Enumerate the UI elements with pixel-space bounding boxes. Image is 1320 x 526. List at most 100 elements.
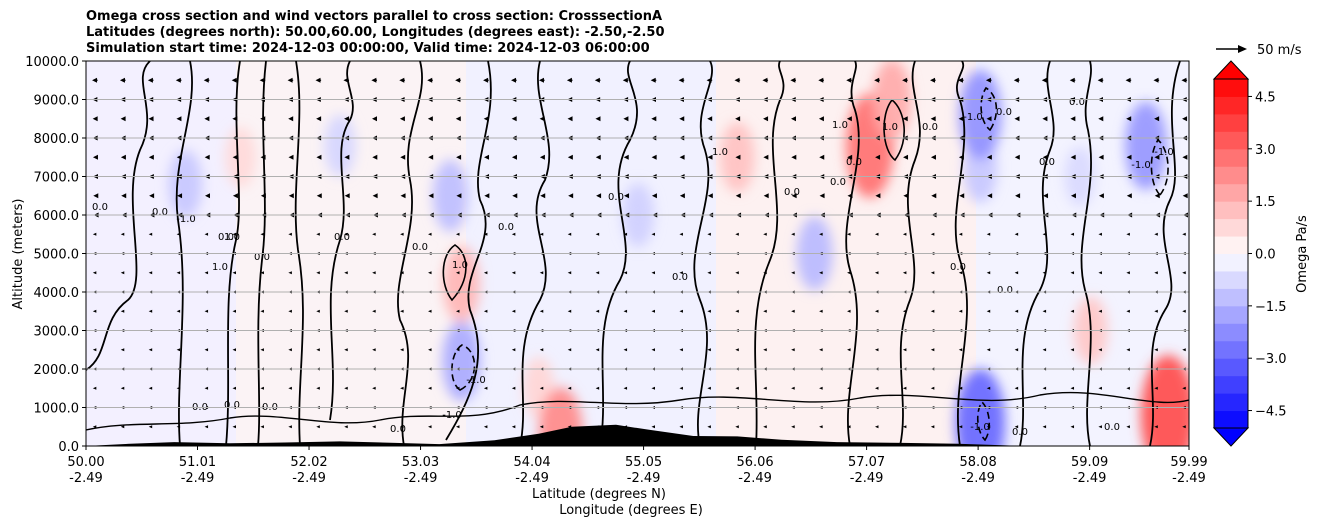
wind-vector [372,348,376,352]
wind-vector [539,348,544,352]
wind-vector-head [175,77,181,83]
wind-vector-head [930,77,936,83]
wind-vector-head [1042,154,1048,160]
wind-vector-head [624,193,630,199]
wind-vector-head [484,154,490,160]
contour-line-minus-1 [1150,138,1169,197]
colorbar-tick-label: −4.5 [1255,405,1287,420]
wind-vector [539,386,544,390]
wind-vector [567,271,572,275]
wind-vector [120,348,125,352]
wind-vector-head [119,77,125,83]
wind-vector-head [903,193,909,199]
wind-vector-head [483,77,489,83]
wind-vector-head [232,116,238,122]
y-tick-label: 8000.0 [34,132,80,147]
wind-vector-head [958,116,964,122]
wind-vector [707,348,711,352]
wind-vector [679,348,683,352]
wind-vector-head [1154,193,1160,199]
wind-vector [1154,309,1158,313]
wind-vector [930,309,935,313]
quiver-key-arrow-head [1238,45,1247,53]
wind-vector [455,348,460,352]
x-tick-label-lon: -2.49 [181,471,215,486]
wind-vector [1154,232,1158,236]
omega-cell [442,321,481,402]
wind-vector [176,271,181,275]
wind-vector [707,425,711,429]
wind-vector-head [707,154,713,160]
wind-vector [623,271,628,275]
y-axis-label: Altitude (meters) [11,199,26,310]
contour-label: -1.0 [1131,160,1151,171]
wind-vector-head [147,77,153,83]
wind-vector-head [622,77,628,83]
wind-vector-head [205,193,211,199]
colorbar-segment [1214,323,1248,342]
colorbar-tick-label: 0.0 [1255,248,1276,263]
contour-label: -1.0 [442,410,462,421]
wind-vector-head [427,77,433,83]
wind-vector-head [456,154,462,160]
omega-cell [1125,101,1167,190]
wind-vector [428,386,432,390]
colorbar-segment [1214,79,1248,97]
wind-vector-head [846,116,852,122]
contour-label: 0.0 [412,242,428,253]
wind-vector [623,425,628,429]
wind-vector-head [566,77,572,83]
contour-label: 0.0 [1039,157,1055,168]
contour-label: 0.0 [224,400,240,411]
quiver-key-label: 50 m/s [1257,43,1302,58]
wind-vector-head [1098,193,1104,199]
contour-line-minus-1 [451,344,476,391]
wind-vector-head [176,116,182,122]
wind-vector-head [484,193,490,199]
wind-vector [400,425,404,429]
x-tick-label-lon: -2.49 [404,471,438,486]
wind-vector [595,425,600,429]
wind-vector-head [455,116,461,122]
wind-vector-head [678,77,684,83]
plot-area: 0.0 0.00.00.00.00.00.00.00.00.00.00.00.00… [85,60,1190,447]
colorbar-tick-label: −3.0 [1255,352,1287,367]
x-tick-label-lon: -2.49 [627,471,661,486]
wind-vector [344,309,348,313]
x-tick-label-lon: -2.49 [1073,471,1107,486]
wind-vector [1014,348,1019,352]
wind-vector-head [679,193,685,199]
wind-vector-head [538,77,544,83]
wind-vector-head [428,154,434,160]
colorbar-segment [1214,183,1248,202]
wind-vector-head [1126,154,1132,160]
omega-cell [225,127,256,188]
wind-vector [120,309,125,313]
wind-vector [819,309,823,313]
wind-vector [958,386,963,390]
wind-vector-head [596,193,602,199]
terrain-profile [86,424,1025,446]
x-tick-label-lat: 52.02 [290,455,327,470]
wind-vector [930,425,935,429]
x-tick-label-lon: -2.49 [1172,471,1206,486]
contour-label: -1.0 [176,214,196,225]
wind-vector [1070,348,1075,352]
contour-line-0 [899,61,921,446]
wind-vector [288,232,292,236]
wind-vector-head [1154,116,1160,122]
wind-vector [1154,425,1158,429]
contour-line-0 [845,61,860,446]
wind-vector-head [231,77,237,83]
wind-vector [791,232,795,236]
wind-vector [791,425,795,429]
x-tick-label-lon: -2.49 [738,471,772,486]
contour-line-0 [445,61,492,441]
wind-vector-head [623,154,629,160]
wind-vector [204,271,209,275]
wind-vector [874,386,879,390]
wind-vector [1182,386,1186,390]
wind-vector [400,271,404,275]
wind-vector-head [1070,193,1076,199]
